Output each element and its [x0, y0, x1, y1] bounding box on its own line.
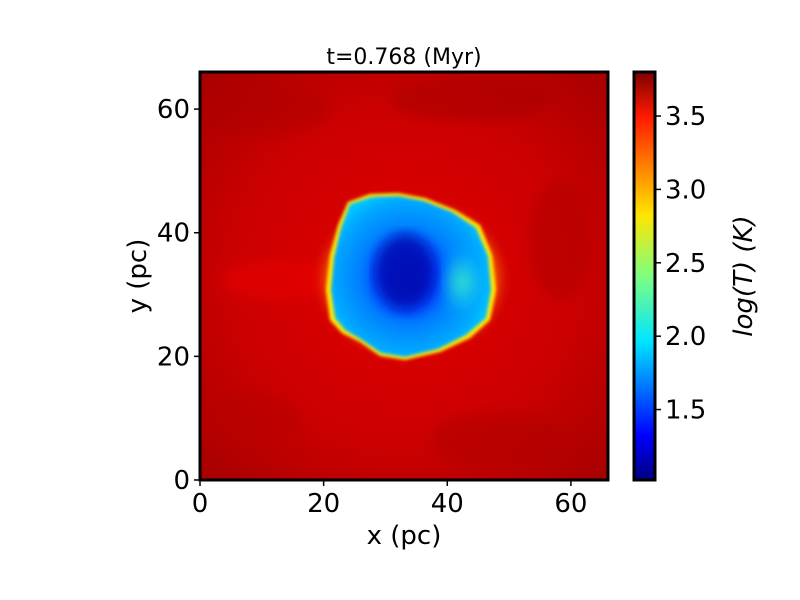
y-tick-label: 40 [157, 219, 190, 249]
colorbar-tick-label: 2.5 [665, 249, 706, 279]
colorbar [632, 70, 657, 482]
chart-title: t=0.768 (Myr) [326, 45, 481, 70]
heatmap-texture [200, 78, 590, 468]
cold-region-core [375, 234, 435, 310]
y-axis-label: y (pc) [123, 239, 153, 314]
y-axis-ticks: 0 20 40 60 [157, 95, 200, 496]
colorbar-tick-label: 2.0 [665, 322, 706, 352]
colorbar-label: log(T) (K) [729, 215, 759, 336]
y-tick-label: 20 [157, 342, 190, 372]
x-tick-label: 60 [554, 489, 587, 519]
colorbar-tick-label: 1.5 [665, 396, 706, 426]
x-axis-ticks: 0 20 40 60 [192, 480, 587, 519]
x-tick-label: 20 [307, 489, 340, 519]
colorbar-ticks: 1.5 2.0 2.5 3.0 3.5 [655, 102, 706, 426]
colorbar-tick-label: 3.5 [665, 102, 706, 132]
cold-region-warm-lobe [438, 246, 486, 318]
x-tick-label: 0 [192, 489, 209, 519]
colorbar-tick-label: 3.0 [665, 175, 706, 205]
x-axis-label: x (pc) [367, 521, 442, 551]
x-tick-label: 40 [431, 489, 464, 519]
y-tick-label: 60 [157, 95, 190, 125]
heatmap-image [200, 72, 608, 480]
y-tick-label: 0 [173, 466, 190, 496]
plot-frame [198, 70, 610, 482]
